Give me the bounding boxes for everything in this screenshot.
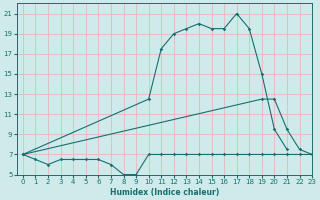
X-axis label: Humidex (Indice chaleur): Humidex (Indice chaleur) — [110, 188, 219, 197]
